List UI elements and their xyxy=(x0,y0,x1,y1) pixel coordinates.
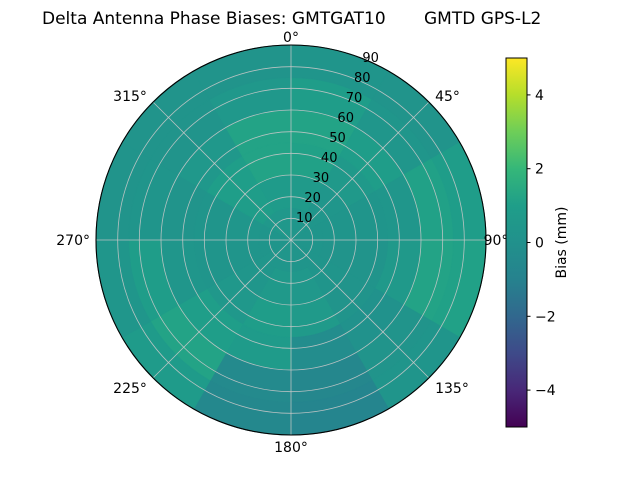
angular-tick-label: 315° xyxy=(113,89,147,105)
angular-tick-label: 0° xyxy=(283,30,299,46)
angular-tick-label: 90° xyxy=(484,233,509,249)
polar-spine xyxy=(95,44,487,436)
colorbar-tick-label: 4 xyxy=(535,88,544,104)
angular-gridline xyxy=(152,239,292,379)
angular-gridline xyxy=(290,101,430,241)
colorbar-tick-label: −2 xyxy=(535,309,556,325)
radial-tick-label: 80 xyxy=(354,71,371,86)
radial-tick-label: 60 xyxy=(337,111,354,126)
radial-tick-label: 10 xyxy=(296,211,313,226)
colorbar-tick-label: −4 xyxy=(535,383,556,399)
colorbar xyxy=(505,57,528,428)
angular-tick-label: 135° xyxy=(435,381,469,397)
radial-tick-label: 20 xyxy=(304,191,321,206)
angular-tick-label: 180° xyxy=(274,440,308,456)
colorbar-axis-label: Bias (mm) xyxy=(554,206,570,278)
angular-tick-label: 45° xyxy=(435,89,460,105)
angular-gridline xyxy=(152,101,292,241)
radial-tick-label: 90 xyxy=(362,51,379,66)
angular-gridline xyxy=(290,239,430,379)
radial-tick-label: 30 xyxy=(313,171,330,186)
radial-tick-label: 70 xyxy=(346,91,363,106)
angular-tick-label: 225° xyxy=(113,381,147,397)
colorbar-tick-label: 2 xyxy=(535,162,544,178)
figure-title: Delta Antenna Phase Biases: GMTGAT10 xyxy=(42,9,386,29)
angular-tick-label: 270° xyxy=(56,233,90,249)
colorbar-tick-label: 0 xyxy=(535,236,544,252)
figure-subtitle: GMTD GPS-L2 xyxy=(424,9,542,29)
radial-tick-label: 50 xyxy=(329,131,346,146)
radial-tick-label: 40 xyxy=(321,151,338,166)
